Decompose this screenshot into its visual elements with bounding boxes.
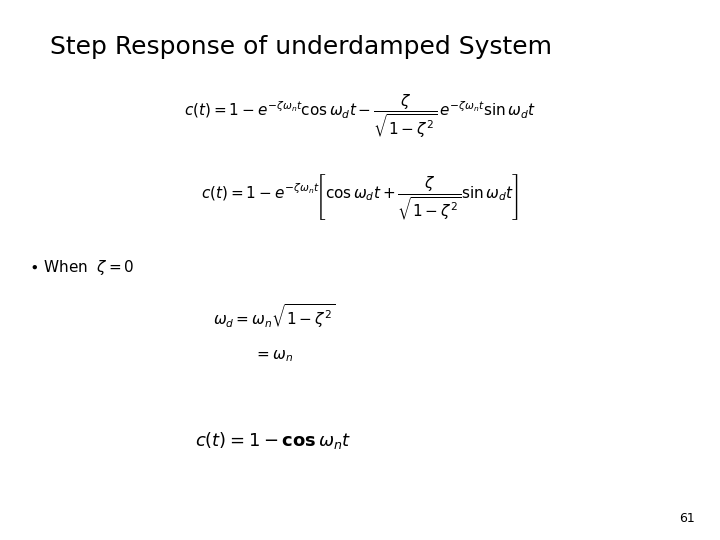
Text: 61: 61 [679, 512, 695, 525]
Text: $c(t) = 1 - \mathbf{cos}\,\omega_n t$: $c(t) = 1 - \mathbf{cos}\,\omega_n t$ [195, 430, 352, 450]
Text: $c(t) = 1 - e^{-\zeta\omega_n t}\!\left[\cos\omega_d t + \dfrac{\zeta}{\sqrt{1-\: $c(t) = 1 - e^{-\zeta\omega_n t}\!\left[… [201, 172, 519, 222]
Text: $\bullet$ When  $\zeta = 0$: $\bullet$ When $\zeta = 0$ [29, 258, 135, 277]
Text: $c(t) = 1 - e^{-\zeta\omega_n t}\cos\omega_d t - \dfrac{\zeta}{\sqrt{1-\zeta^2}}: $c(t) = 1 - e^{-\zeta\omega_n t}\cos\ome… [184, 92, 536, 140]
Text: $= \omega_n$: $= \omega_n$ [254, 348, 293, 364]
Text: $\omega_d = \omega_n\sqrt{1-\zeta^2}$: $\omega_d = \omega_n\sqrt{1-\zeta^2}$ [212, 302, 335, 329]
Text: Step Response of underdamped System: Step Response of underdamped System [50, 35, 552, 59]
